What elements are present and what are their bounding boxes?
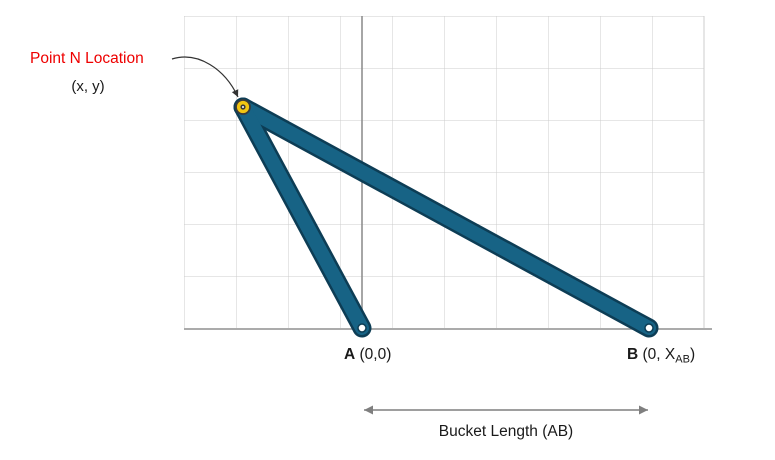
- point-n-label: Point N Location: [30, 50, 144, 67]
- link-n-to-a: [236, 100, 369, 335]
- annotation-arrow: [171, 56, 239, 98]
- point-n-coords: (x, y): [71, 78, 104, 95]
- point-b-label: B (0, XAB): [627, 346, 695, 366]
- point-b-coords-pre: (0, X: [638, 346, 676, 363]
- link-n-to-b: [236, 100, 656, 335]
- pin-b: [644, 323, 654, 333]
- point-b-name: B: [627, 346, 638, 363]
- point-b-coords-subscript: AB: [675, 354, 690, 366]
- point-a-coords: (0,0): [355, 346, 391, 363]
- point-a-name: A: [344, 346, 355, 363]
- pin-n-hole: [242, 106, 244, 108]
- dimension-label: Bucket Length (AB): [439, 423, 573, 440]
- point-b-coords-post: ): [690, 346, 695, 363]
- grid: [184, 16, 704, 328]
- point-a-label: A (0,0): [344, 346, 391, 363]
- pin-a: [357, 323, 367, 333]
